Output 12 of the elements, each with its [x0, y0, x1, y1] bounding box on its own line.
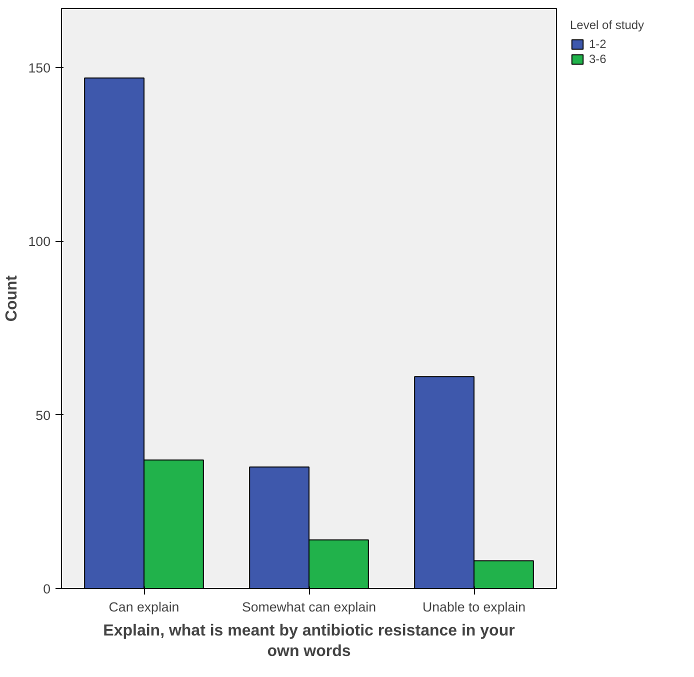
legend-title: Level of study — [570, 18, 644, 32]
y-axis-title: Count — [3, 274, 20, 322]
y-tick-label: 50 — [36, 408, 51, 423]
legend-label: 3-6 — [589, 52, 608, 66]
y-tick-label: 0 — [43, 582, 51, 596]
legend-label: 1-2 — [589, 37, 608, 51]
x-axis-title: Explain, what is meant by antibiotic resistance in your own words — [103, 622, 515, 660]
y-tick-label: 150 — [28, 60, 51, 76]
x-tick-label: Can explain — [108, 600, 180, 614]
x-tick-label: Unable to explain — [422, 600, 526, 614]
y-tick-label: 100 — [28, 234, 51, 250]
x-tick-label: Somewhat can explain — [242, 600, 376, 614]
